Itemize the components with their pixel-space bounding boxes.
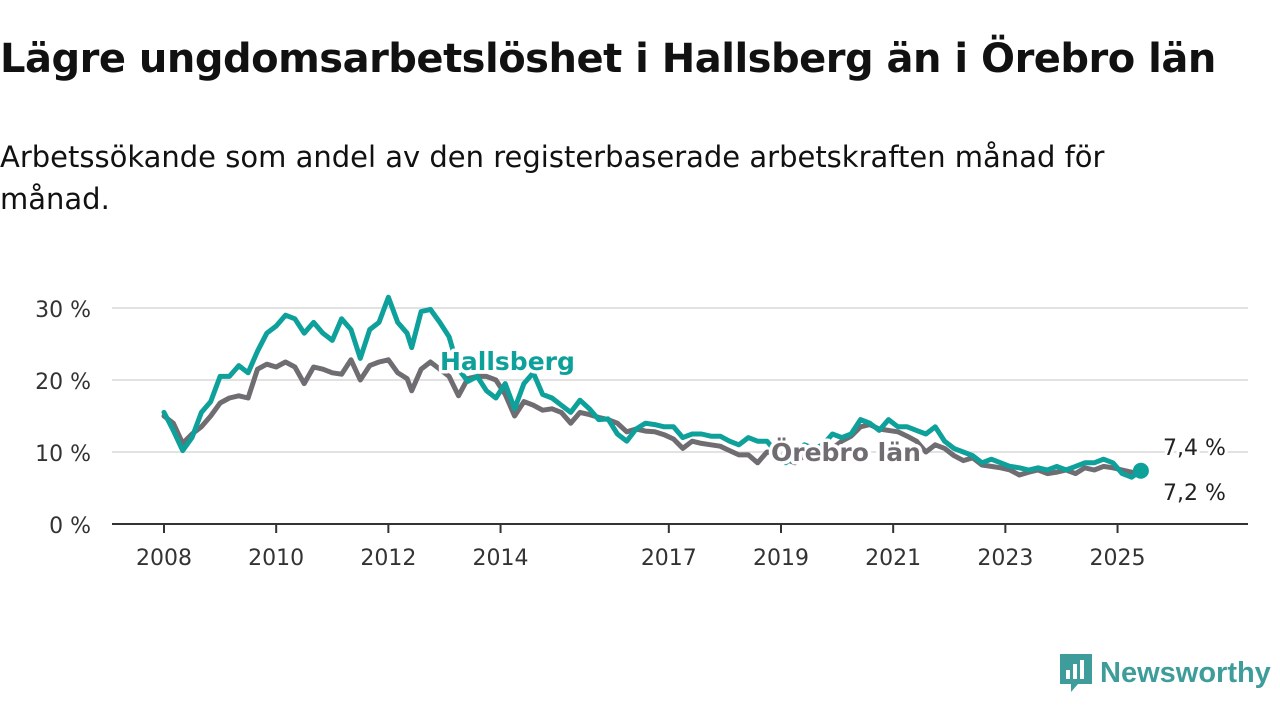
grid-lines: 0 % 10 % 20 % 30 % [35, 298, 1248, 539]
newsworthy-chart-icon [1060, 654, 1092, 692]
x-axis: 2008 2010 2012 2014 2017 2019 2021 2023 2025 [112, 523, 1248, 571]
line-chart: 0 % 10 % 20 % 30 % 2008 2010 2012 2014 2017 2019… [35, 294, 1248, 571]
y-tick-label: 10 % [35, 442, 91, 467]
y-tick-label: 30 % [35, 298, 91, 323]
brand-name: Newsworthy [1100, 656, 1271, 689]
x-tick-label: 2010 [248, 546, 304, 571]
x-tick-label: 2012 [360, 546, 416, 571]
series-end-marker [1132, 462, 1149, 479]
x-tick-label: 2017 [641, 546, 697, 571]
series-lines [161, 294, 1149, 480]
series-label-orebro-lan-halo: Örebro län [771, 437, 921, 467]
end-label-hallsberg: 7,4 % [1163, 436, 1226, 461]
end-label-hallsberg-halo: 7,4 % [1163, 436, 1226, 461]
chart-subtitle: Arbetssökande som andel av den registerb… [0, 140, 1105, 216]
newsworthy-logo: Newsworthy [1058, 652, 1271, 694]
x-tick-label: 2014 [473, 546, 529, 571]
chart-title: Lägre ungdomsarbetslöshet i Hallsberg än… [0, 36, 1216, 82]
series-line [161, 294, 1144, 480]
y-tick-label: 0 % [49, 514, 91, 539]
end-label-orebro-lan-halo: 7,2 % [1163, 481, 1226, 506]
x-tick-label: 2023 [977, 546, 1033, 571]
series-label-orebro-lan: Örebro län [771, 437, 921, 467]
series-label-hallsberg: Hallsberg [440, 347, 575, 376]
y-tick-label: 20 % [35, 370, 91, 395]
end-label-orebro-lan: 7,2 % [1163, 481, 1226, 506]
x-tick-label: 2021 [865, 546, 921, 571]
x-tick-label: 2008 [136, 546, 192, 571]
series-label-hallsberg-halo: Hallsberg [440, 347, 575, 376]
x-tick-label: 2025 [1090, 546, 1146, 571]
x-tick-label: 2019 [753, 546, 809, 571]
